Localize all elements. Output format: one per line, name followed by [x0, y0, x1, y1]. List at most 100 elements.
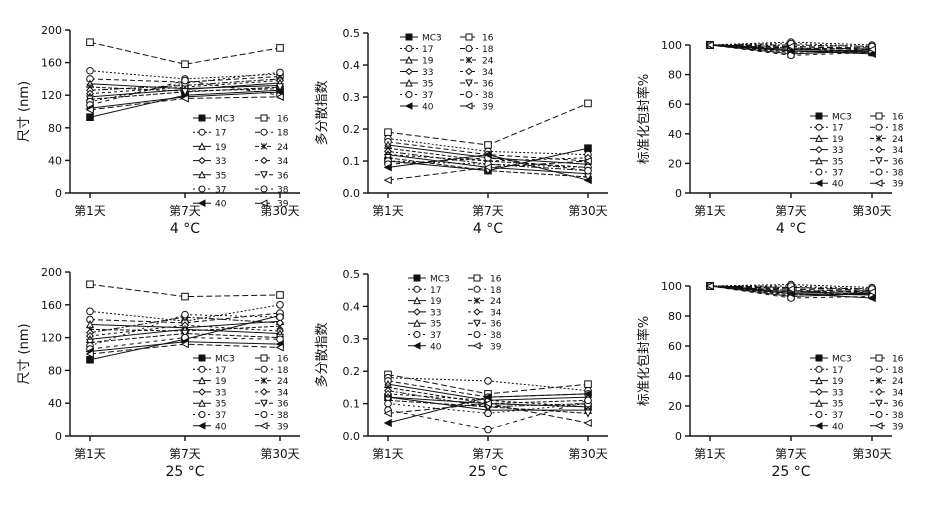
chart-panel-5: 0.00.10.20.30.40.5第1天第7天第30天25 °C多分散指数MC… [314, 268, 608, 480]
legend-marker [474, 275, 480, 281]
chart-panel-3: 020406080100第1天第7天第30天4 °C标准化包封率%MC31617… [636, 39, 904, 237]
legend-label: 40 [832, 180, 844, 190]
legend-label: 18 [277, 129, 289, 139]
legend-label: 37 [832, 411, 843, 421]
legend-label: 19 [832, 377, 844, 387]
data-point-16 [87, 281, 94, 288]
y-tick-label: 40 [668, 370, 682, 383]
legend-label: 18 [892, 366, 904, 376]
legend-marker [406, 34, 412, 40]
legend-marker [876, 355, 882, 361]
legend-label: 40 [422, 103, 434, 113]
legend-marker [466, 103, 472, 109]
legend-label: 34 [277, 157, 289, 167]
legend-label: 24 [482, 57, 494, 67]
data-point-16 [385, 129, 392, 136]
legend-label: 37 [832, 169, 843, 179]
y-tick-label: 60 [668, 98, 682, 111]
legend-marker [406, 69, 412, 75]
legend-marker [816, 124, 822, 130]
y-tick-label: 0.4 [343, 59, 361, 72]
x-tick-label: 第7天 [169, 447, 201, 461]
legend-label: 35 [832, 157, 843, 167]
legend-marker [876, 124, 882, 130]
data-point-37 [277, 69, 284, 76]
legend-marker [474, 343, 480, 349]
legend-label: MC3 [832, 355, 852, 365]
y-tick-label: 80 [668, 310, 682, 323]
legend-label: 37 [430, 331, 441, 341]
chart-panel-1: 04080120160200第1天第7天第30天4 °C尺寸 (nm)MC316… [17, 24, 300, 237]
y-tick-label: 120 [41, 332, 62, 345]
data-point-37 [485, 410, 492, 417]
x-tick-label: 第30天 [852, 447, 891, 461]
y-tick-label: 80 [48, 364, 62, 377]
legend-label: 36 [277, 171, 289, 181]
legend-marker [199, 186, 205, 192]
x-axis-title: 25 °C [468, 464, 507, 480]
legend-marker [876, 423, 882, 429]
legend-marker [474, 309, 480, 315]
legend: MC316171819243334353637384039 [408, 275, 502, 353]
axes [690, 286, 892, 436]
y-tick-label: 0.2 [343, 365, 361, 378]
legend-marker [199, 129, 205, 135]
legend-label: 34 [490, 308, 502, 318]
data-point-MC3 [585, 145, 592, 152]
legend-label: 16 [490, 275, 502, 285]
y-axis-title: 尺寸 (nm) [17, 323, 32, 384]
legend-label: 19 [832, 135, 844, 145]
legend-label: 18 [490, 286, 502, 296]
legend-label: 36 [277, 400, 289, 410]
legend-label: 34 [482, 68, 494, 78]
data-point-38 [585, 397, 592, 404]
x-axis-title: 4 °C [473, 221, 503, 237]
x-tick-label: 第1天 [372, 447, 404, 461]
y-tick-label: 40 [48, 154, 62, 167]
legend-label: 38 [490, 331, 502, 341]
legend-marker [414, 309, 420, 315]
legend-marker [199, 158, 205, 164]
legend-label: MC3 [430, 275, 450, 285]
y-tick-label: 160 [41, 57, 62, 70]
chart-panel-4: 04080120160200第1天第7天第30天25 °C尺寸 (nm)MC31… [17, 266, 300, 480]
data-point-39 [385, 177, 392, 184]
x-tick-label: 第30天 [852, 204, 891, 218]
y-axis-title: 多分散指数 [314, 322, 330, 387]
legend-label: 19 [215, 143, 227, 153]
y-axis-title: 尺寸 (nm) [17, 81, 32, 142]
y-tick-label: 40 [48, 397, 62, 410]
axes [690, 45, 892, 193]
legend-label: 39 [482, 103, 494, 113]
x-tick-label: 第30天 [260, 447, 299, 461]
legend-label: 36 [490, 320, 502, 330]
legend-marker [816, 423, 822, 429]
legend-label: 17 [215, 366, 226, 376]
data-point-37 [182, 311, 189, 318]
legend-label: 37 [215, 411, 226, 421]
data-point-16 [485, 142, 492, 149]
legend-marker [816, 389, 822, 395]
legend-label: 40 [215, 200, 227, 210]
legend-marker [474, 332, 480, 338]
legend-marker [466, 46, 472, 52]
y-tick-label: 0 [55, 430, 62, 443]
legend-label: 17 [422, 45, 433, 55]
legend-label: 39 [892, 180, 904, 190]
legend-label: 17 [430, 286, 441, 296]
y-axis-title: 标准化包封率% [636, 316, 652, 406]
legend-label: 34 [892, 388, 904, 398]
legend-marker [261, 412, 267, 418]
legend: MC316171819243334353637384039 [810, 355, 904, 433]
legend-marker [199, 355, 205, 361]
y-tick-label: 80 [48, 122, 62, 135]
legend-label: MC3 [215, 355, 235, 365]
legend-marker [261, 366, 267, 372]
legend-marker [261, 389, 267, 395]
legend-label: 38 [277, 411, 289, 421]
x-tick-label: 第7天 [775, 204, 807, 218]
legend: MC316171819243334353637384039 [400, 34, 494, 113]
legend-label: 17 [832, 366, 843, 376]
legend-label: 24 [490, 297, 502, 307]
data-point-16 [585, 381, 592, 388]
